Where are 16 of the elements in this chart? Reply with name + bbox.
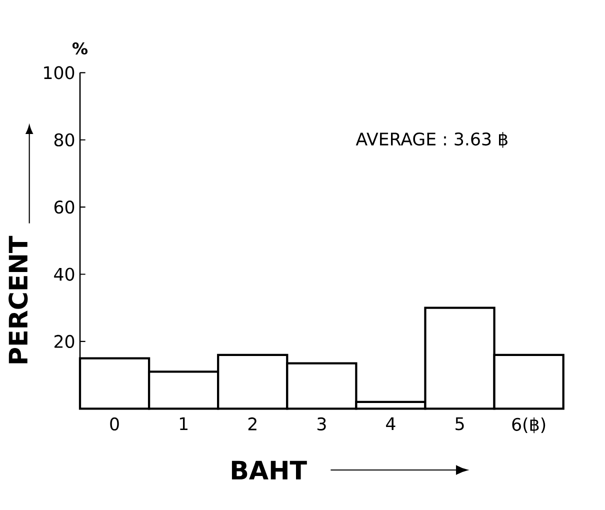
y-tick-label: 80 (54, 133, 74, 146)
x-tick-label: 2 (248, 417, 256, 430)
annotation: AVERAGE : 3.63 ฿ (356, 132, 508, 148)
x-tick-label: 1 (180, 417, 188, 430)
y-tick-label: 60 (54, 200, 74, 214)
x-axis-title: BAHT (232, 460, 307, 480)
x-tick-label: 5 (456, 417, 464, 430)
y-tick-label: 20 (54, 334, 74, 348)
x-tick-label: 6(฿) (512, 417, 546, 434)
x-tick-label: 0 (110, 417, 119, 430)
y-tick-label: 100 (44, 66, 74, 80)
x-tick-label: 3 (317, 417, 326, 430)
text: % (72, 42, 88, 55)
y-axis-title: PERCENT (8, 236, 28, 364)
x-tick-label: 4 (386, 417, 396, 430)
y-tick-label: 40 (54, 268, 74, 281)
